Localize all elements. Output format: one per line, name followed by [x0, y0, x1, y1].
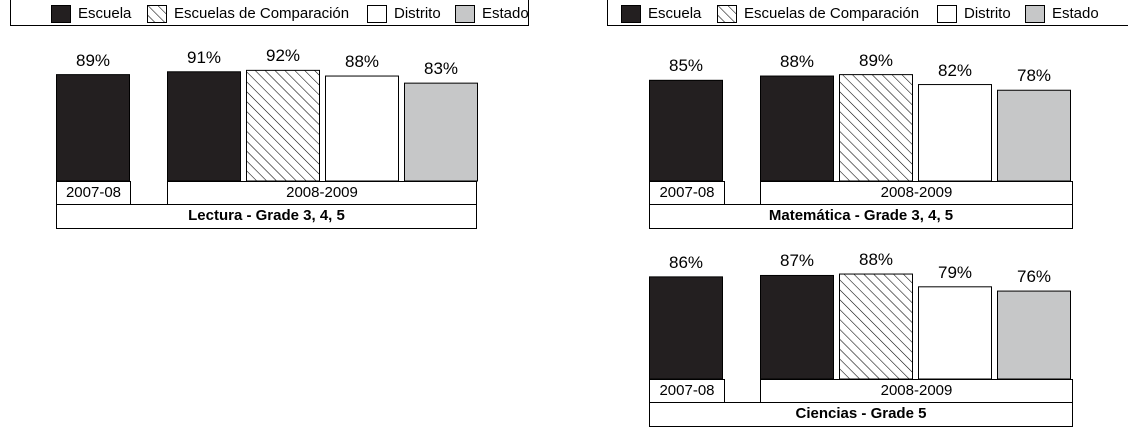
value-label-estado-2008-2009: 76% [1016, 267, 1052, 287]
value-label-escuela-2007-08: 89% [75, 50, 111, 70]
value-label-comparacion-2008-2009: 88% [858, 250, 894, 270]
legend-swatch-distrito-right [937, 5, 957, 23]
value-label-estado-2008-2009: 83% [423, 59, 459, 79]
legend-label-distrito: Distrito [394, 5, 441, 22]
bar-escuela-2008-2009 [760, 274, 834, 380]
value-label-escuela-2008-2009: 88% [779, 52, 815, 72]
chart-ciencias: 2007-08 2008-2009 Ciencias - Grade 5 86%… [649, 238, 1073, 433]
chart-title: Matemática - Grade 3, 4, 5 [649, 204, 1073, 229]
legend-label-estado-right: Estado [1052, 5, 1099, 22]
chart-matematica: 2007-08 2008-2009 Matemática - Grade 3, … [649, 40, 1073, 235]
bar-distrito-2008-2009 [918, 286, 992, 380]
value-label-distrito-2008-2009: 82% [937, 60, 973, 80]
value-label-estado-2008-2009: 78% [1016, 66, 1052, 86]
chart-title: Lectura - Grade 3, 4, 5 [56, 204, 477, 229]
bar-estado-2008-2009 [997, 89, 1071, 182]
legend-swatch-estado [455, 5, 475, 23]
bar-escuela-2008-2009 [760, 75, 834, 182]
bar-escuela-2008-2009 [167, 71, 241, 182]
value-label-escuela-2007-08: 86% [668, 252, 704, 272]
legend-label-distrito-right: Distrito [964, 5, 1011, 22]
year-label-2007-08: 2007-08 [56, 181, 131, 205]
bar-distrito-2008-2009 [918, 84, 992, 182]
year-label-2008-2009: 2008-2009 [760, 181, 1073, 205]
legend-left: Escuela Escuelas de Comparación Distrito… [10, 0, 529, 26]
year-label-2008-2009: 2008-2009 [167, 181, 477, 205]
bar-escuela-2007-08 [649, 276, 723, 380]
hatch-swatch-icon [148, 6, 166, 22]
legend-swatch-escuela-right [621, 5, 641, 23]
year-label-2007-08: 2007-08 [649, 379, 725, 403]
legend-label-escuela-right: Escuela [648, 5, 702, 22]
hatch-swatch-icon [718, 6, 736, 22]
bar-estado-2008-2009 [404, 82, 478, 182]
legend-swatch-distrito [367, 5, 387, 23]
value-label-escuela-2007-08: 85% [668, 56, 704, 76]
bar-comparacion-2008-2009 [839, 273, 913, 380]
bar-distrito-2008-2009 [325, 75, 399, 182]
value-label-comparacion-2008-2009: 89% [858, 50, 894, 70]
chart-lectura-bars [56, 69, 478, 182]
chart-ciencias-bars [649, 273, 1071, 380]
legend-swatch-estado-right [1025, 5, 1045, 23]
bar-comparacion-2008-2009 [246, 69, 320, 182]
legend-swatch-escuela [51, 5, 71, 23]
value-label-escuela-2008-2009: 91% [186, 47, 222, 67]
chart-matematica-bars [649, 74, 1071, 182]
legend-label-comparacion-right: Escuelas de Comparación [744, 5, 920, 22]
chart-lectura: 2007-08 2008-2009 Lectura - Grade 3, 4, … [56, 40, 478, 235]
year-label-2008-2009: 2008-2009 [760, 379, 1073, 403]
year-label-2007-08: 2007-08 [649, 181, 725, 205]
legend-swatch-comparacion [147, 5, 167, 23]
value-label-comparacion-2008-2009: 92% [265, 46, 301, 66]
legend-label-comparacion: Escuelas de Comparación [174, 5, 350, 22]
bar-comparacion-2008-2009 [839, 74, 913, 182]
value-label-escuela-2008-2009: 87% [779, 251, 815, 271]
bar-estado-2008-2009 [997, 290, 1071, 380]
legend-label-escuela: Escuela [78, 5, 132, 22]
chart-title: Ciencias - Grade 5 [649, 402, 1073, 427]
legend-right: Escuela Escuelas de Comparación Distrito… [607, 0, 1128, 26]
legend-swatch-comparacion-right [717, 5, 737, 23]
bar-escuela-2007-08 [649, 79, 723, 182]
value-label-distrito-2008-2009: 79% [937, 262, 973, 282]
bar-escuela-2007-08 [56, 74, 130, 182]
value-label-distrito-2008-2009: 88% [344, 52, 380, 72]
legend-label-estado: Estado [482, 5, 529, 22]
